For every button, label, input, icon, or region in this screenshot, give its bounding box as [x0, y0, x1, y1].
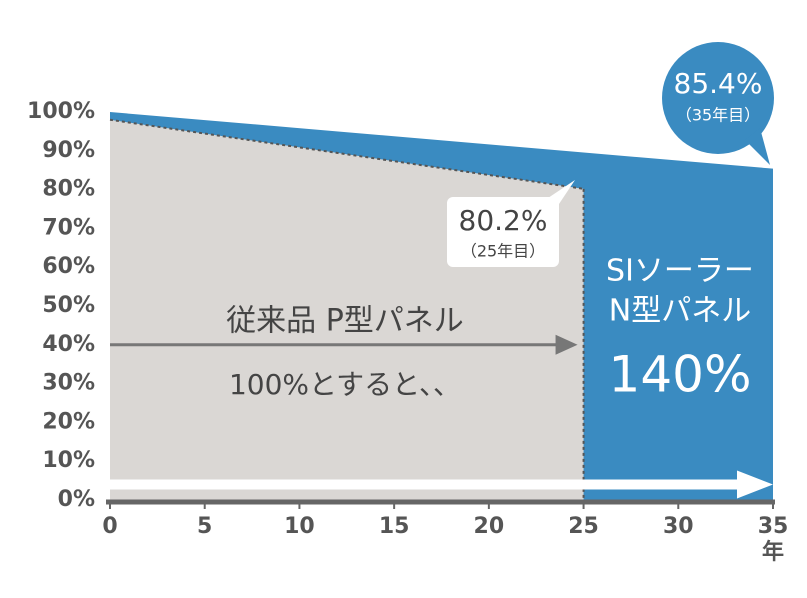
y-tick-label: 70% — [42, 215, 95, 240]
y-tick-label: 30% — [42, 371, 95, 396]
y-tick-label: 10% — [42, 448, 95, 473]
x-unit: 年 — [762, 539, 784, 565]
x-tick-label: 25 — [568, 514, 599, 539]
series-name: 従来品 P型パネル — [226, 304, 464, 339]
y-tick-label: 50% — [42, 293, 95, 318]
callout-box — [447, 197, 559, 267]
area-line — [109, 118, 584, 190]
y-tick-label: 80% — [42, 177, 95, 202]
y-tick-label: 20% — [42, 409, 95, 434]
y-tick-label: 60% — [42, 254, 95, 279]
annotation: 140% — [609, 346, 752, 404]
x-tick-label: 20 — [474, 514, 505, 539]
x-tick-label: 10 — [284, 514, 315, 539]
value-note: （35年目） — [676, 106, 760, 125]
value-label: 80.2% — [459, 204, 548, 237]
y-tick-label: 0% — [58, 487, 95, 512]
annotation: 100%とすると、、 — [229, 368, 461, 401]
value-note: （25年目） — [461, 242, 545, 261]
y-tick-label: 100% — [27, 99, 95, 124]
x-tick-label: 5 — [197, 514, 212, 539]
callout-bubble — [662, 42, 774, 154]
x-tick-label: 0 — [102, 514, 117, 539]
value-label: 85.4% — [674, 67, 763, 100]
arrow-head — [555, 334, 578, 355]
y-tick-label: 90% — [42, 138, 95, 163]
x-tick-label: 15 — [379, 514, 410, 539]
x-tick-label: 35 — [758, 514, 789, 539]
arrow-head — [737, 470, 773, 499]
y-tick-label: 40% — [42, 332, 95, 357]
x-tick-label: 30 — [663, 514, 694, 539]
series-name: SIソーラー — [606, 254, 754, 289]
callout-pointer — [545, 180, 575, 210]
series-name: N型パネル — [609, 294, 751, 329]
callout-pointer — [745, 128, 770, 165]
